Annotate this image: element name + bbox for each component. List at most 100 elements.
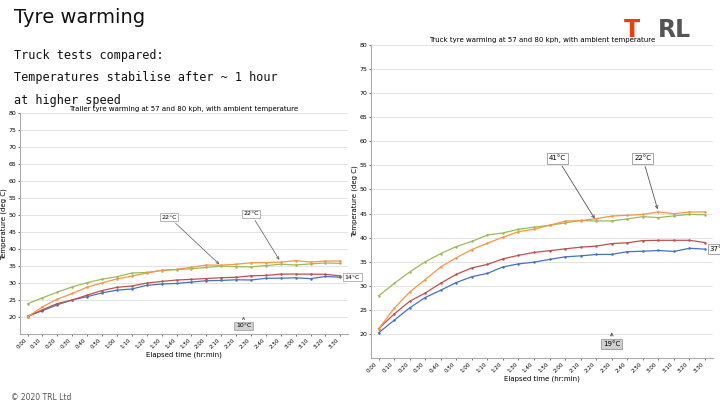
90 kph (306, 272, 315, 277)
90 kph (576, 245, 585, 249)
20 kph (514, 227, 523, 232)
57 kph (701, 247, 709, 252)
20 kph (261, 263, 270, 268)
57 kph (452, 280, 461, 285)
20 kph (306, 262, 315, 266)
Line: 20 kph: 20 kph (27, 262, 341, 305)
20 kph (405, 270, 414, 275)
90 kph (592, 244, 600, 249)
90 kph (83, 293, 91, 298)
20 kph (336, 261, 345, 266)
57 kph (639, 249, 647, 254)
90 kph (514, 253, 523, 258)
80 kph (306, 260, 315, 264)
90 kph (405, 299, 414, 304)
90 kph (608, 241, 616, 246)
Text: Temperatures stabilise after ~ 1 hour: Temperatures stabilise after ~ 1 hour (14, 71, 278, 84)
90 kph (247, 273, 256, 278)
80 kph (530, 227, 539, 232)
20 kph (545, 223, 554, 228)
80 kph (670, 211, 678, 216)
57 kph (576, 254, 585, 258)
80 kph (247, 260, 256, 265)
X-axis label: Elapsed time (hr:min): Elapsed time (hr:min) (146, 351, 222, 358)
20 kph (232, 264, 240, 269)
80 kph (276, 260, 285, 264)
20 kph (247, 264, 256, 269)
57 kph (421, 295, 430, 300)
90 kph (374, 326, 383, 331)
20 kph (608, 218, 616, 223)
90 kph (202, 276, 211, 281)
Text: Tyre warming: Tyre warming (14, 8, 145, 27)
80 kph (127, 274, 136, 279)
20 kph (68, 284, 76, 289)
90 kph (701, 240, 709, 245)
57 kph (654, 248, 662, 253)
57 kph (23, 314, 32, 319)
57 kph (202, 278, 211, 283)
90 kph (452, 272, 461, 277)
Text: 22°C: 22°C (243, 211, 279, 259)
90 kph (38, 307, 47, 312)
90 kph (187, 277, 196, 282)
57 kph (157, 281, 166, 286)
57 kph (261, 276, 270, 281)
20 kph (654, 215, 662, 220)
90 kph (639, 238, 647, 243)
90 kph (390, 312, 398, 317)
80 kph (157, 268, 166, 273)
57 kph (530, 260, 539, 264)
57 kph (143, 283, 151, 288)
20 kph (701, 212, 709, 217)
Text: 19°C: 19°C (603, 333, 621, 347)
20 kph (592, 219, 600, 224)
80 kph (701, 209, 709, 214)
Text: © 2020 TRL Ltd: © 2020 TRL Ltd (11, 393, 71, 402)
80 kph (545, 223, 554, 228)
80 kph (53, 297, 62, 302)
80 kph (654, 209, 662, 214)
80 kph (187, 265, 196, 270)
80 kph (514, 229, 523, 234)
20 kph (436, 251, 445, 256)
80 kph (98, 280, 107, 285)
80 kph (336, 258, 345, 263)
20 kph (499, 230, 508, 235)
20 kph (623, 217, 631, 222)
90 kph (545, 248, 554, 253)
57 kph (545, 257, 554, 262)
20 kph (127, 271, 136, 275)
90 kph (483, 262, 492, 267)
20 kph (98, 277, 107, 281)
Title: Truck tyre warming at 57 and 80 kph, with ambient temperature: Truck tyre warming at 57 and 80 kph, wit… (428, 37, 655, 43)
80 kph (561, 219, 570, 224)
80 kph (83, 285, 91, 290)
57 kph (98, 290, 107, 295)
80 kph (405, 290, 414, 294)
90 kph (68, 298, 76, 303)
57 kph (53, 302, 62, 307)
80 kph (452, 255, 461, 260)
90 kph (436, 281, 445, 286)
80 kph (261, 260, 270, 265)
90 kph (670, 238, 678, 243)
90 kph (261, 273, 270, 278)
80 kph (292, 258, 300, 263)
X-axis label: Elapsed time (hr:min): Elapsed time (hr:min) (504, 375, 580, 382)
Text: T: T (624, 18, 639, 42)
80 kph (374, 326, 383, 331)
90 kph (421, 291, 430, 296)
80 kph (143, 271, 151, 275)
80 kph (483, 241, 492, 246)
90 kph (98, 288, 107, 293)
57 kph (514, 262, 523, 266)
57 kph (68, 297, 76, 302)
20 kph (561, 220, 570, 225)
80 kph (172, 267, 181, 272)
57 kph (623, 249, 631, 254)
80 kph (38, 305, 47, 309)
Text: 41°C: 41°C (549, 156, 594, 218)
57 kph (83, 294, 91, 299)
57 kph (127, 286, 136, 291)
